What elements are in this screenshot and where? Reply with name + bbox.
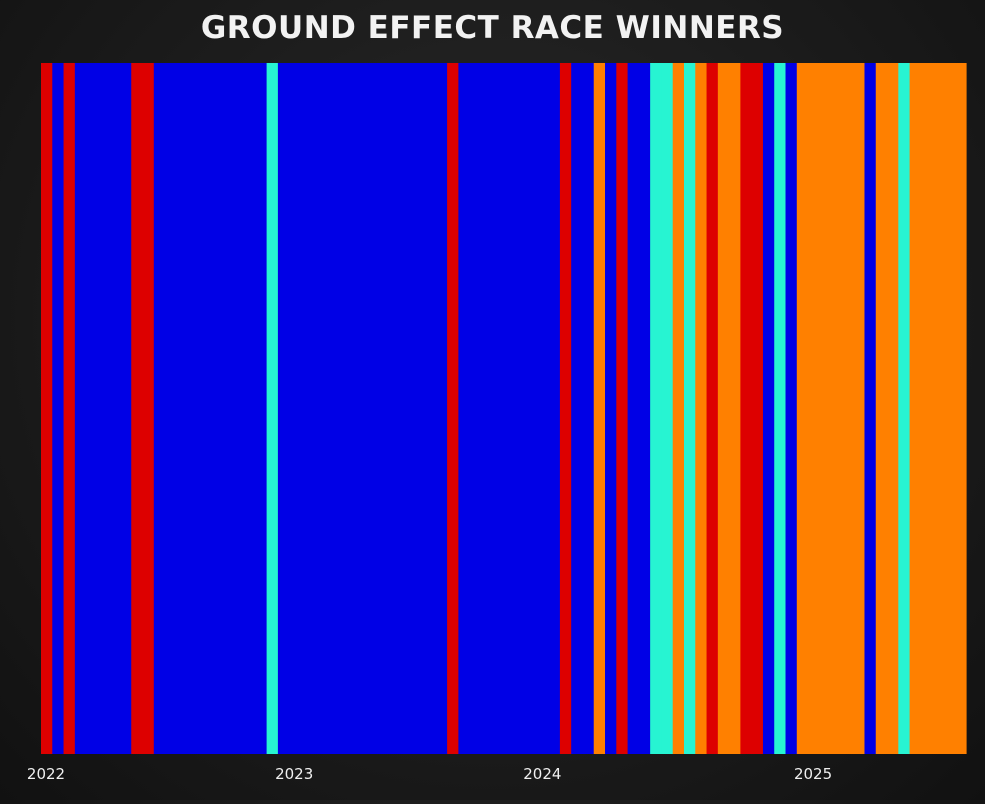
race-bar [492, 63, 505, 754]
race-bar [368, 63, 381, 754]
race-bar [119, 63, 132, 754]
race-bar [289, 63, 302, 754]
race-bar [695, 63, 708, 754]
race-bar [706, 63, 719, 754]
race-bar [932, 63, 945, 754]
race-bar [683, 63, 696, 754]
race-bar [920, 63, 933, 754]
x-tick-label: 2023 [275, 765, 313, 783]
race-bar [153, 63, 166, 754]
race-bar [176, 63, 189, 754]
race-bar [401, 63, 414, 754]
race-bar [503, 63, 516, 754]
race-bar [345, 63, 358, 754]
race-bar [311, 63, 324, 754]
x-tick-label: 2024 [523, 765, 561, 783]
race-bar [323, 63, 335, 754]
race-bar [526, 63, 538, 754]
race-bar [762, 63, 775, 754]
race-bar [390, 63, 403, 754]
bars-group [41, 63, 967, 754]
race-bar [86, 63, 98, 754]
race-bar [729, 63, 741, 754]
race-bar [52, 63, 65, 754]
race-bar [131, 63, 144, 754]
race-bar [864, 63, 877, 754]
race-bar [244, 63, 256, 754]
race-bar [672, 63, 685, 754]
race-bar [435, 63, 448, 754]
race-bar [334, 63, 347, 754]
race-bar [616, 63, 629, 754]
race-bar [796, 63, 809, 754]
race-bar [661, 63, 674, 754]
race-bar [582, 63, 595, 754]
race-bar [424, 63, 437, 754]
race-bar [165, 63, 177, 754]
race-bar [469, 63, 482, 754]
race-bar [142, 63, 155, 754]
race-bar [198, 63, 211, 754]
race-bar [277, 63, 290, 754]
race-bar [514, 63, 527, 754]
race-bar [187, 63, 200, 754]
race-bar [841, 63, 854, 754]
race-bar [108, 63, 121, 754]
race-bar [830, 63, 843, 754]
race-bar [943, 63, 956, 754]
race-bar [232, 63, 245, 754]
race-bar [210, 63, 223, 754]
race-bar [255, 63, 268, 754]
race-bar [447, 63, 459, 754]
race-bar [627, 63, 640, 754]
race-bar [63, 63, 76, 754]
race-bar [638, 63, 651, 754]
race-bar [819, 63, 832, 754]
race-bar [898, 63, 911, 754]
race-bar [413, 63, 426, 754]
race-bar [853, 63, 866, 754]
race-bar [458, 63, 471, 754]
x-tick-label: 2022 [27, 765, 65, 783]
race-bar [875, 63, 888, 754]
x-tick-labels: 2022 2023 2024 2025 [27, 765, 832, 783]
race-bar [954, 63, 967, 754]
race-bar [808, 63, 820, 754]
x-tick-label: 2025 [794, 765, 832, 783]
race-bar [751, 63, 764, 754]
chart-title: GROUND EFFECT RACE WINNERS [200, 10, 785, 46]
race-bar [537, 63, 550, 754]
race-bar [41, 63, 53, 754]
race-bar [300, 63, 313, 754]
race-bar [887, 63, 899, 754]
race-bar [97, 63, 110, 754]
race-bar [785, 63, 798, 754]
race-bar [221, 63, 234, 754]
race-bar [717, 63, 730, 754]
race-bar [74, 63, 87, 754]
race-bar [605, 63, 617, 754]
race-bar [909, 63, 922, 754]
race-bar [480, 63, 493, 754]
race-bar [571, 63, 584, 754]
race-bar [650, 63, 663, 754]
race-bar [266, 63, 279, 754]
race-bar [356, 63, 369, 754]
race-bar [559, 63, 572, 754]
race-bar [740, 63, 753, 754]
race-bar [774, 63, 787, 754]
race-bar [593, 63, 606, 754]
race-bar [379, 63, 392, 754]
race-bar [548, 63, 561, 754]
